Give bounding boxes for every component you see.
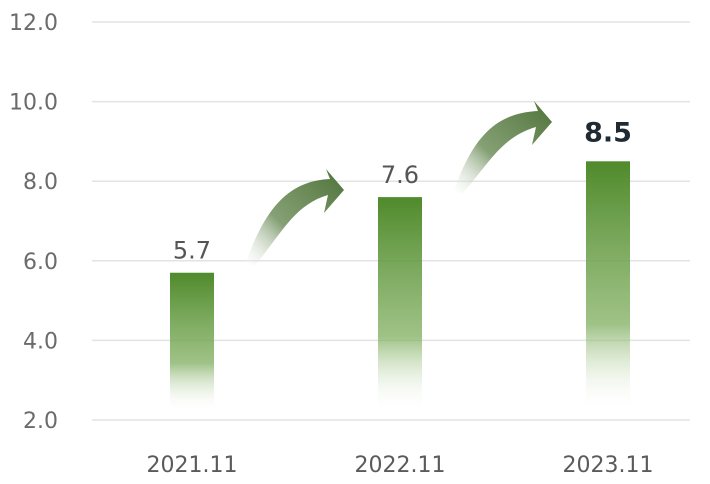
value-label: 8.5 bbox=[584, 117, 632, 148]
growth-arrow-icon bbox=[246, 169, 344, 266]
bars bbox=[170, 161, 630, 412]
value-labels: 5.7 7.6 8.5 bbox=[173, 117, 632, 264]
y-tick-label: 12.0 bbox=[9, 11, 58, 36]
bar bbox=[378, 197, 422, 412]
x-category-label: 2023.11 bbox=[563, 453, 654, 478]
value-label: 5.7 bbox=[173, 237, 211, 265]
x-category-label: 2022.11 bbox=[355, 453, 446, 478]
growth-arrows bbox=[246, 101, 552, 266]
y-tick-label: 8.0 bbox=[23, 170, 58, 195]
x-axis-category-labels: 2021.11 2022.11 2023.11 bbox=[147, 453, 654, 478]
y-tick-label: 2.0 bbox=[23, 409, 58, 434]
y-axis-tick-labels: 2.0 4.0 6.0 8.0 10.0 12.0 bbox=[9, 11, 58, 434]
y-tick-label: 4.0 bbox=[23, 329, 58, 354]
bar bbox=[586, 161, 630, 412]
value-label: 7.6 bbox=[381, 161, 419, 189]
x-category-label: 2021.11 bbox=[147, 453, 238, 478]
y-tick-label: 10.0 bbox=[9, 91, 58, 116]
y-tick-label: 6.0 bbox=[23, 250, 58, 275]
bar bbox=[170, 272, 214, 412]
growth-arrow-icon bbox=[454, 101, 552, 194]
